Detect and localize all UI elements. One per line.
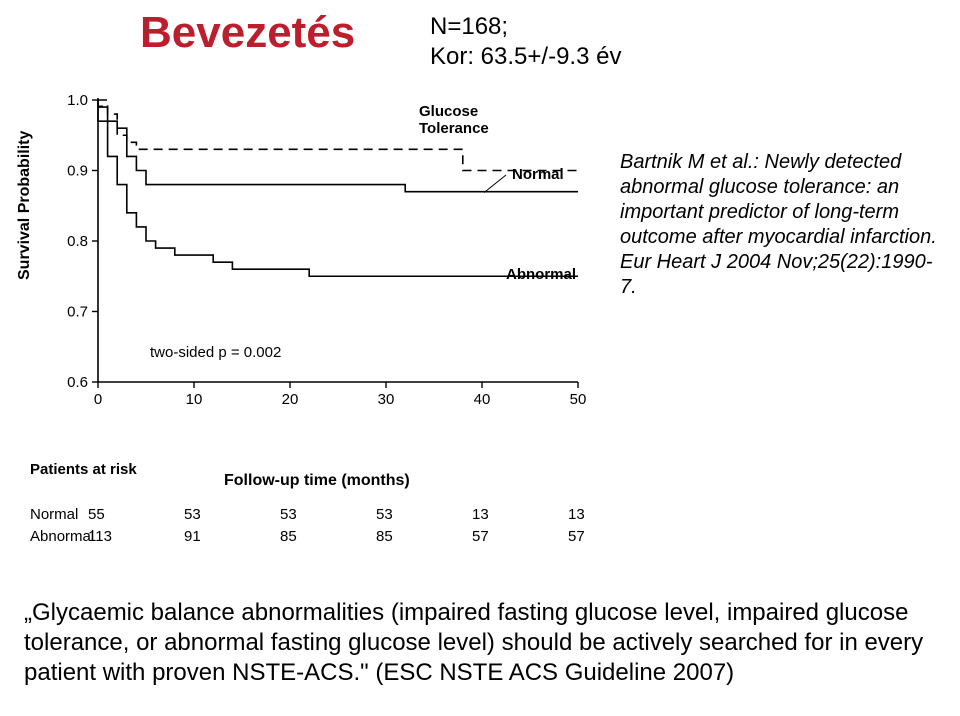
svg-text:10: 10 (186, 391, 203, 408)
svg-text:30: 30 (378, 391, 395, 408)
svg-text:0.6: 0.6 (67, 374, 88, 391)
citation-journal: Eur Heart J 2004 Nov;25(22):1990-7. (620, 251, 932, 298)
svg-text:1.0: 1.0 (67, 92, 88, 109)
risk-table-header: Patients at risk (30, 461, 137, 478)
svg-text:0.7: 0.7 (67, 304, 88, 321)
subtitle-line-2: Kor: 63.5+/-9.3 év (430, 42, 621, 72)
svg-text:0: 0 (94, 391, 102, 408)
page-title: Bevezetés (140, 8, 355, 58)
subtitle-line-1: N=168; (430, 12, 621, 42)
legend-normal: Normal (512, 166, 564, 183)
p-value: two-sided p = 0.002 (150, 344, 281, 361)
subtitle: N=168; Kor: 63.5+/-9.3 év (430, 12, 621, 72)
svg-text:0.8: 0.8 (67, 233, 88, 250)
survival-chart: 0.60.70.80.91.001020304050 Survival Prob… (24, 90, 604, 530)
y-axis-label: Survival Probability (16, 131, 34, 280)
x-axis-label: Follow-up time (months) (224, 472, 410, 490)
svg-text:40: 40 (474, 391, 491, 408)
citation-author: Bartnik M et al. (620, 151, 753, 173)
svg-text:20: 20 (282, 391, 299, 408)
chart-svg: 0.6 0.7 0.8 0.9 1.0 0 10 20 30 40 50 (24, 90, 604, 430)
legend-abnormal: Abnormal (506, 266, 576, 283)
citation: Bartnik M et al.: Newly detected abnorma… (620, 150, 940, 300)
legend-glucose-tolerance: GlucoseTolerance (419, 104, 489, 137)
svg-text:0.9: 0.9 (67, 163, 88, 180)
svg-text:50: 50 (570, 391, 587, 408)
guideline-quote: „Glycaemic balance abnormalities (impair… (24, 598, 936, 688)
